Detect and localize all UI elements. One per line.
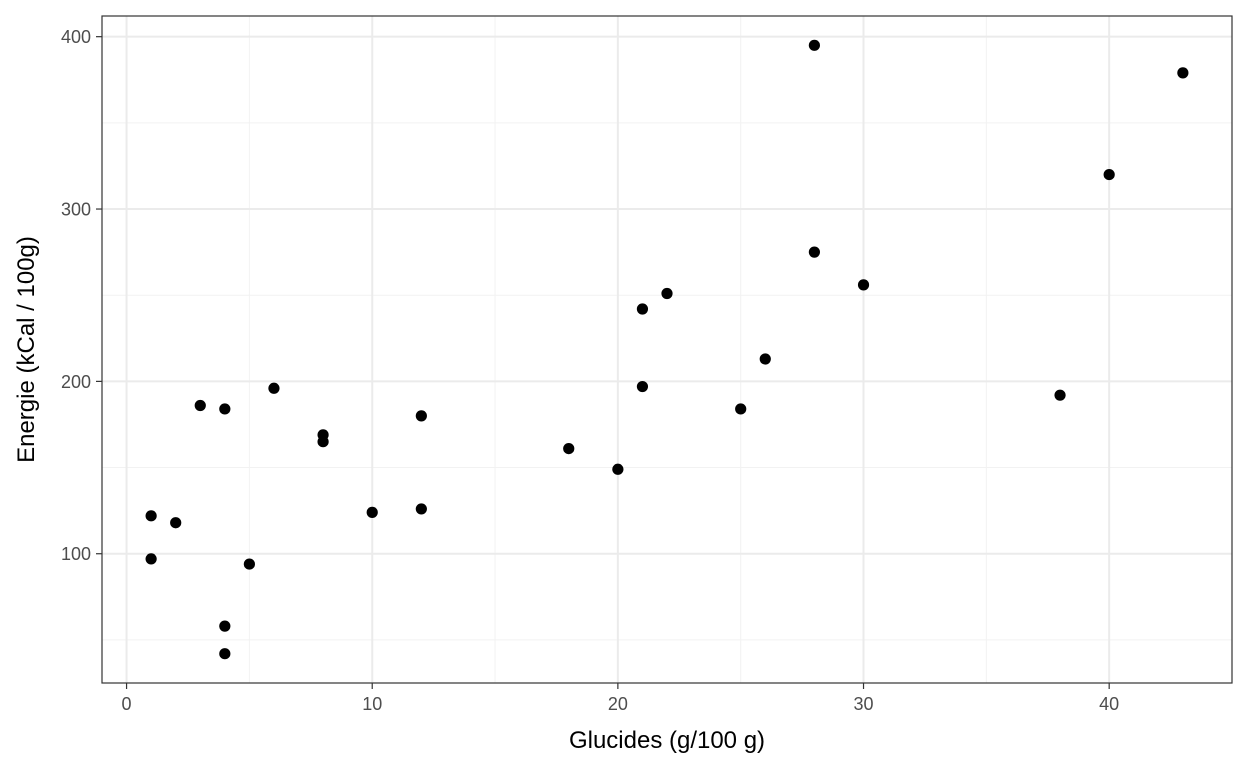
data-point bbox=[661, 287, 673, 300]
data-point bbox=[219, 403, 231, 415]
data-point bbox=[636, 303, 649, 315]
data-point bbox=[636, 380, 649, 393]
data-point bbox=[194, 399, 206, 412]
panel-border bbox=[101, 15, 1233, 684]
y-axis-title: Energie (kCal / 100g) bbox=[13, 236, 40, 463]
y-tick-label: 100 bbox=[61, 544, 91, 564]
data-point bbox=[145, 510, 157, 522]
data-point bbox=[415, 503, 427, 515]
y-axis-ticks: 100 200 300 400 bbox=[61, 27, 102, 564]
data-point bbox=[612, 463, 624, 475]
y-tick-label: 300 bbox=[61, 200, 91, 220]
data-point bbox=[317, 436, 329, 448]
x-axis-title: Glucides (g/100 g) bbox=[569, 727, 765, 754]
data-point bbox=[759, 353, 771, 365]
data-point bbox=[1103, 168, 1115, 181]
x-tick-label: 20 bbox=[608, 694, 628, 714]
data-point bbox=[145, 553, 157, 565]
data-point bbox=[1177, 67, 1189, 79]
major-gridlines bbox=[102, 16, 1232, 683]
data-point bbox=[808, 39, 820, 51]
data-point bbox=[1054, 389, 1066, 401]
data-point bbox=[857, 279, 870, 291]
data-point bbox=[415, 410, 427, 422]
x-tick-label: 30 bbox=[854, 694, 874, 714]
data-points bbox=[145, 39, 1189, 660]
x-axis-ticks: 0 10 20 30 40 bbox=[122, 683, 1119, 714]
y-tick-label: 400 bbox=[61, 27, 91, 47]
data-point bbox=[735, 403, 747, 415]
data-point bbox=[170, 517, 182, 529]
data-point bbox=[366, 506, 378, 518]
data-point bbox=[219, 648, 231, 660]
x-tick-label: 0 bbox=[122, 694, 132, 714]
x-tick-label: 40 bbox=[1099, 694, 1119, 714]
data-point bbox=[268, 382, 280, 394]
data-point bbox=[243, 558, 255, 570]
data-point bbox=[219, 620, 231, 632]
y-tick-label: 200 bbox=[61, 372, 91, 392]
data-point bbox=[563, 443, 575, 455]
x-tick-label: 10 bbox=[362, 694, 382, 714]
data-point bbox=[808, 246, 820, 258]
